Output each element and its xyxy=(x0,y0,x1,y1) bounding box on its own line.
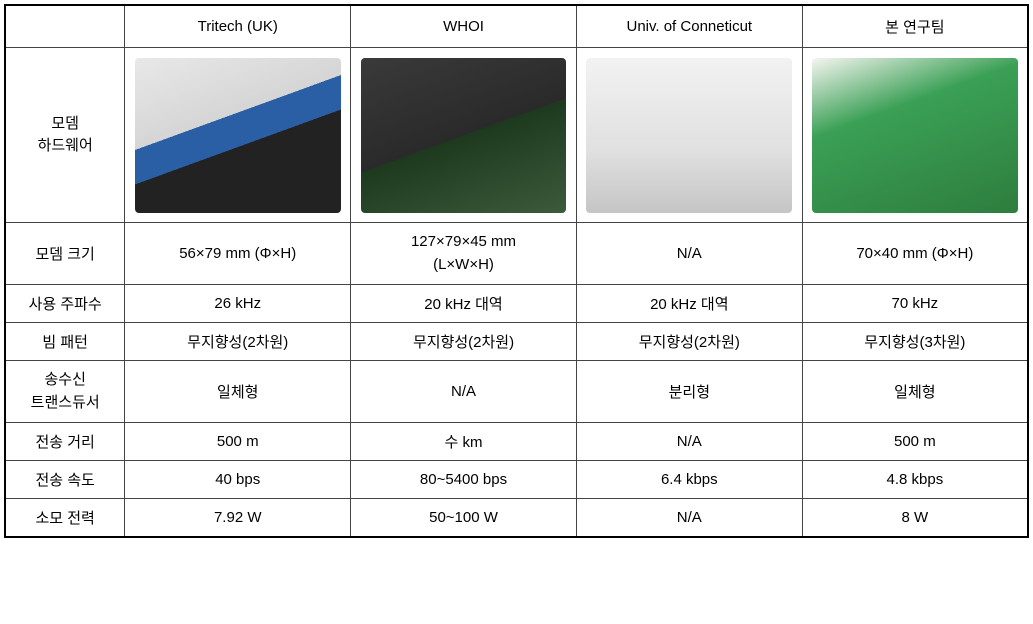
cell-dist-1: 수 km xyxy=(351,423,577,461)
cell-speed-1: 80~5400 bps xyxy=(351,461,577,499)
header-tritech: Tritech (UK) xyxy=(125,5,351,48)
cell-speed-2: 6.4 kbps xyxy=(576,461,802,499)
cell-power-2: N/A xyxy=(576,499,802,538)
label-transducer: 송수신트랜스듀서 xyxy=(5,361,125,423)
cell-freq-1: 20 kHz 대역 xyxy=(351,285,577,323)
header-ourteam: 본 연구팀 xyxy=(802,5,1028,48)
cell-beam-3: 무지향성(3차원) xyxy=(802,323,1028,361)
cell-hw-ourteam xyxy=(802,48,1028,223)
cell-trans-0: 일체형 xyxy=(125,361,351,423)
label-speed: 전송 속도 xyxy=(5,461,125,499)
header-blank xyxy=(5,5,125,48)
cell-beam-2: 무지향성(2차원) xyxy=(576,323,802,361)
label-beam: 빔 패턴 xyxy=(5,323,125,361)
comparison-table: Tritech (UK) WHOI Univ. of Conneticut 본 … xyxy=(4,4,1029,538)
cell-power-3: 8 W xyxy=(802,499,1028,538)
hardware-image-tritech xyxy=(135,58,341,213)
hardware-image-whoi xyxy=(361,58,567,213)
row-beam: 빔 패턴 무지향성(2차원) 무지향성(2차원) 무지향성(2차원) 무지향성(… xyxy=(5,323,1028,361)
cell-freq-0: 26 kHz xyxy=(125,285,351,323)
table-header-row: Tritech (UK) WHOI Univ. of Conneticut 본 … xyxy=(5,5,1028,48)
cell-beam-0: 무지향성(2차원) xyxy=(125,323,351,361)
label-frequency: 사용 주파수 xyxy=(5,285,125,323)
cell-size-2: N/A xyxy=(576,223,802,285)
cell-trans-2: 분리형 xyxy=(576,361,802,423)
cell-dist-3: 500 m xyxy=(802,423,1028,461)
row-frequency: 사용 주파수 26 kHz 20 kHz 대역 20 kHz 대역 70 kHz xyxy=(5,285,1028,323)
cell-power-1: 50~100 W xyxy=(351,499,577,538)
row-transducer: 송수신트랜스듀서 일체형 N/A 분리형 일체형 xyxy=(5,361,1028,423)
cell-trans-3: 일체형 xyxy=(802,361,1028,423)
header-whoi: WHOI xyxy=(351,5,577,48)
cell-size-0: 56×79 mm (Φ×H) xyxy=(125,223,351,285)
cell-hw-uconn xyxy=(576,48,802,223)
cell-power-0: 7.92 W xyxy=(125,499,351,538)
row-speed: 전송 속도 40 bps 80~5400 bps 6.4 kbps 4.8 kb… xyxy=(5,461,1028,499)
cell-hw-tritech xyxy=(125,48,351,223)
cell-freq-3: 70 kHz xyxy=(802,285,1028,323)
row-hardware: 모뎀하드웨어 xyxy=(5,48,1028,223)
cell-dist-2: N/A xyxy=(576,423,802,461)
cell-freq-2: 20 kHz 대역 xyxy=(576,285,802,323)
row-size: 모뎀 크기 56×79 mm (Φ×H) 127×79×45 mm(L×W×H)… xyxy=(5,223,1028,285)
label-size: 모뎀 크기 xyxy=(5,223,125,285)
row-distance: 전송 거리 500 m 수 km N/A 500 m xyxy=(5,423,1028,461)
label-hardware: 모뎀하드웨어 xyxy=(5,48,125,223)
cell-hw-whoi xyxy=(351,48,577,223)
cell-size-3: 70×40 mm (Φ×H) xyxy=(802,223,1028,285)
label-distance: 전송 거리 xyxy=(5,423,125,461)
row-power: 소모 전력 7.92 W 50~100 W N/A 8 W xyxy=(5,499,1028,538)
hardware-image-ourteam xyxy=(812,58,1017,213)
header-uconn: Univ. of Conneticut xyxy=(576,5,802,48)
cell-speed-3: 4.8 kbps xyxy=(802,461,1028,499)
cell-trans-1: N/A xyxy=(351,361,577,423)
cell-size-1: 127×79×45 mm(L×W×H) xyxy=(351,223,577,285)
cell-dist-0: 500 m xyxy=(125,423,351,461)
cell-beam-1: 무지향성(2차원) xyxy=(351,323,577,361)
hardware-image-uconn xyxy=(586,58,792,213)
label-power: 소모 전력 xyxy=(5,499,125,538)
cell-speed-0: 40 bps xyxy=(125,461,351,499)
